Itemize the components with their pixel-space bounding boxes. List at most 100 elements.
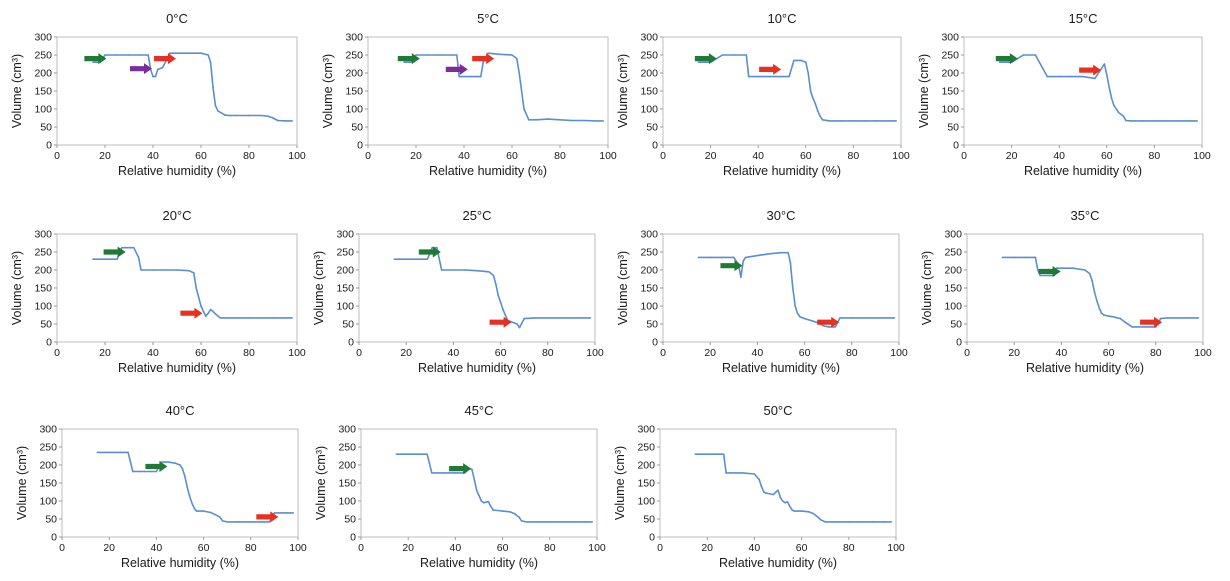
chart-panel: 15°C 0 50 100 150 200 250 300 0 20 40 60 80 100 Relati… (917, 11, 1211, 178)
data-point (876, 120, 878, 122)
x-tick-label: 20 (704, 347, 716, 359)
data-point (1034, 256, 1037, 259)
data-point (886, 317, 888, 319)
data-point (508, 511, 511, 513)
data-point (1070, 75, 1072, 78)
x-tick-label: 40 (448, 347, 460, 359)
x-axis-label: Relative humidity (%) (723, 164, 841, 178)
data-point (1117, 111, 1120, 114)
y-tick-label: 300 (336, 229, 354, 241)
green-arrow-icon (694, 53, 717, 65)
data-point (805, 61, 807, 63)
x-tick-label: 40 (752, 347, 764, 359)
red-arrow-icon (489, 316, 512, 328)
data-point (1082, 75, 1084, 78)
x-axis-label: Relative humidity (%) (1024, 164, 1142, 178)
x-tick-label: 20 (410, 150, 422, 162)
data-point (772, 493, 775, 496)
y-tick-label: 150 (345, 86, 363, 98)
data-series-line (698, 54, 897, 122)
data-point (584, 521, 586, 523)
data-point (1094, 77, 1096, 80)
data-point (183, 475, 186, 477)
plot-frame (662, 233, 900, 343)
data-point (1125, 119, 1127, 122)
data-point (207, 54, 209, 56)
y-tick-label: 200 (39, 460, 57, 472)
y-tick-label: 50 (646, 319, 658, 331)
x-tick-label: 100 (586, 347, 604, 359)
data-point (787, 251, 789, 254)
data-point (291, 120, 294, 122)
data-point (518, 72, 520, 74)
x-tick-label: 60 (497, 542, 509, 554)
x-tick-label: 40 (1053, 150, 1065, 162)
x-tick-label: 40 (458, 150, 470, 162)
y-tick-label: 250 (39, 442, 57, 454)
data-point (1129, 120, 1132, 122)
data-point (1039, 274, 1041, 277)
x-axis-label: Relative humidity (%) (420, 556, 538, 570)
data-point (238, 521, 240, 523)
data-point (431, 246, 433, 249)
data-point (140, 269, 142, 271)
x-tick-label: 0 (657, 542, 663, 554)
data-point (116, 258, 118, 261)
data-point (794, 305, 796, 307)
plot-frame (963, 36, 1203, 146)
data-point (439, 54, 441, 56)
data-point (888, 120, 890, 122)
data-point (791, 509, 793, 511)
data-series-line (93, 246, 293, 319)
data-point (1103, 63, 1106, 65)
chart-panel: 10°C 0 50 100 150 200 250 300 0 20 40 60 80 100 Relati… (616, 11, 910, 178)
chart-title: 25°C (462, 208, 491, 223)
data-series-line (999, 54, 1198, 122)
data-point (756, 254, 759, 257)
x-tick-label: 60 (799, 347, 811, 359)
x-tick-label: 0 (964, 347, 970, 359)
data-point (848, 521, 850, 523)
y-tick-label: 100 (338, 496, 356, 508)
data-point (133, 246, 135, 249)
x-axis-label: Relative humidity (%) (118, 164, 236, 178)
x-tick-label: 20 (400, 347, 412, 359)
data-point (452, 269, 455, 271)
x-tick-label: 20 (1008, 347, 1020, 359)
data-point (260, 114, 262, 117)
y-tick-label: 50 (950, 319, 962, 331)
data-point (781, 500, 784, 502)
y-tick-label: 300 (34, 32, 52, 44)
x-tick-label: 20 (402, 542, 414, 554)
data-point (92, 61, 94, 63)
y-tick-label: 300 (640, 32, 658, 44)
y-tick-label: 50 (947, 122, 959, 134)
data-point (859, 521, 862, 523)
x-tick-label: 40 (749, 542, 761, 554)
data-point (602, 120, 604, 122)
chart-title: 40°C (165, 403, 194, 418)
chart-panel: 45°C 0 50 100 150 200 250 300 0 20 40 60 80 100 Relati… (314, 403, 606, 570)
data-point (1131, 326, 1133, 328)
data-point (487, 500, 490, 503)
data-point (497, 294, 500, 297)
data-point (819, 518, 822, 521)
data-point (528, 119, 530, 121)
data-point (272, 117, 274, 119)
y-tick-label: 250 (34, 247, 52, 259)
data-point (260, 317, 262, 319)
green-arrow-icon (449, 463, 472, 475)
chart-title: 30°C (766, 208, 795, 223)
data-point (454, 472, 457, 474)
data-point (822, 325, 825, 327)
y-tick-label: 50 (351, 122, 363, 134)
data-point (1013, 256, 1015, 259)
x-tick-label: 60 (195, 150, 207, 162)
x-axis-label: Relative humidity (%) (118, 361, 236, 375)
x-tick-label: 100 (289, 542, 307, 554)
data-point (226, 521, 228, 523)
data-point (492, 509, 494, 511)
y-tick-label: 200 (338, 460, 356, 472)
data-point (487, 52, 489, 54)
data-point (511, 321, 514, 324)
